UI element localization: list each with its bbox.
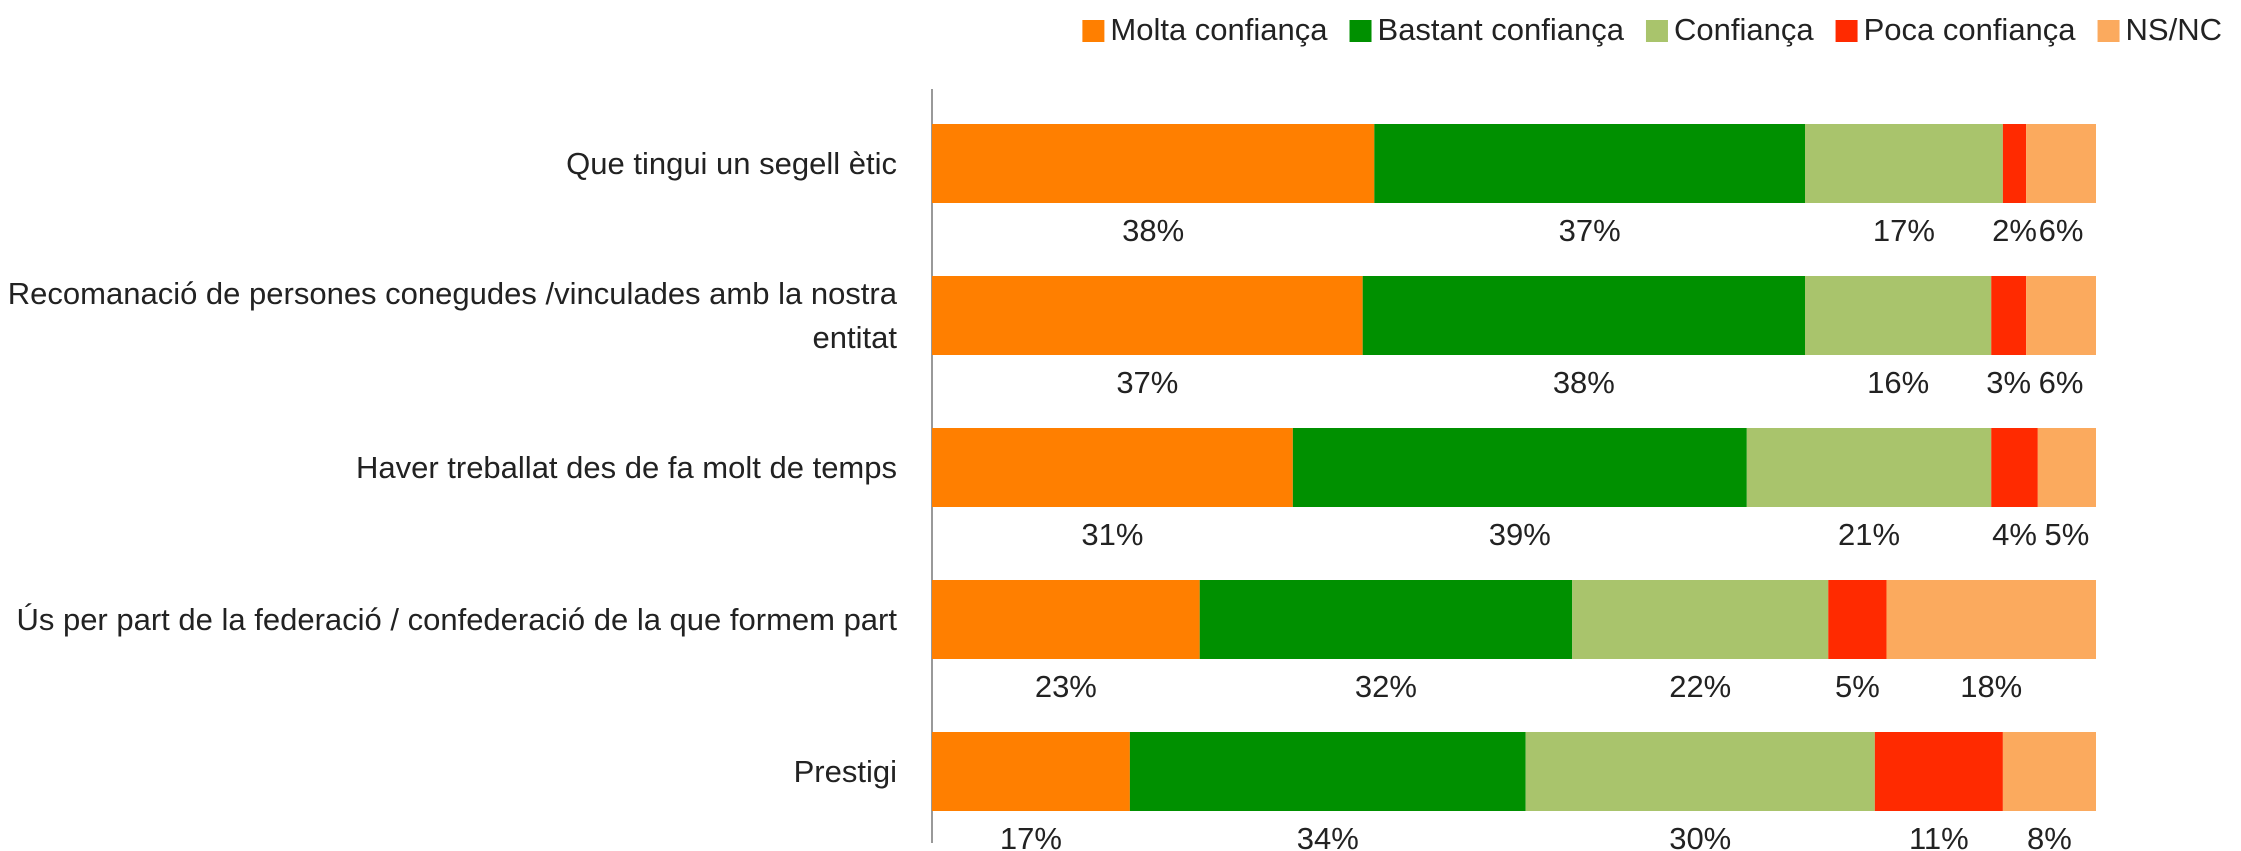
bar-segment xyxy=(1199,580,1573,659)
data-label: 4% xyxy=(1992,517,2037,552)
bar-segment xyxy=(2002,124,2027,203)
legend-item: Bastant confiança xyxy=(1349,12,1625,47)
legend-label: Confiança xyxy=(1674,12,1814,47)
data-label: 38% xyxy=(1122,213,1184,248)
data-label: 2% xyxy=(1992,213,2037,248)
bar-segment xyxy=(1828,580,1887,659)
data-label: 37% xyxy=(1559,213,1621,248)
legend-item: Confiança xyxy=(1645,12,1814,47)
category-label-box: Recomanació de persones conegudes /vincu… xyxy=(7,275,897,355)
data-label: 37% xyxy=(1116,365,1178,400)
bar-segment xyxy=(1572,580,1829,659)
data-label: 39% xyxy=(1489,517,1551,552)
bar-segment xyxy=(1362,276,1805,355)
data-label: 6% xyxy=(2039,213,2084,248)
legend-item: NS/NC xyxy=(2097,12,2222,47)
data-label: 18% xyxy=(1960,669,2022,704)
category-label-box: Que tingui un segell ètic xyxy=(566,145,897,181)
bar-segment xyxy=(2026,124,2096,203)
category-label-box: Haver treballat des de fa molt de temps xyxy=(355,449,897,485)
category-label-box: Prestigi xyxy=(793,753,897,789)
data-label: 8% xyxy=(2027,821,2072,851)
bar-segment xyxy=(932,124,1375,203)
legend-label: Molta confiança xyxy=(1110,12,1328,47)
data-label: 38% xyxy=(1553,365,1615,400)
bar-segment xyxy=(932,428,1293,507)
bar-segment xyxy=(1991,276,2027,355)
data-label: 23% xyxy=(1035,669,1097,704)
category-label-box: Ús per part de la federació / confederac… xyxy=(16,601,897,637)
legend-swatch xyxy=(2097,20,2120,42)
data-label: 22% xyxy=(1669,669,1731,704)
bar-segment xyxy=(1805,124,2003,203)
bar-segment xyxy=(1746,428,1992,507)
bar-segment xyxy=(1991,428,2038,507)
data-label: 34% xyxy=(1297,821,1359,851)
bar-segment xyxy=(1525,732,1875,811)
data-label: 21% xyxy=(1838,517,1900,552)
legend-swatch xyxy=(1835,20,1858,42)
data-label: 5% xyxy=(2044,517,2089,552)
category-label: Haver treballat des de fa molt de temps xyxy=(355,449,897,485)
data-label: 5% xyxy=(1835,669,1880,704)
bar-segment xyxy=(1886,580,2096,659)
bar-segment xyxy=(1374,124,1805,203)
bar-segment xyxy=(2037,428,2096,507)
bar-segment xyxy=(1292,428,1747,507)
bar-segment xyxy=(932,732,1130,811)
bar-segment xyxy=(1805,276,1992,355)
data-label: 16% xyxy=(1867,365,1929,400)
bar-segment xyxy=(1874,732,2003,811)
data-label: 6% xyxy=(2039,365,2084,400)
legend-label: Bastant confiança xyxy=(1378,12,1625,47)
legend-label: Poca confiança xyxy=(1864,12,2077,47)
data-label: 11% xyxy=(1909,821,1969,851)
data-label: 17% xyxy=(1000,821,1062,851)
category-label: Ús per part de la federació / confederac… xyxy=(16,601,897,637)
bar-segment xyxy=(2002,732,2096,811)
legend-swatch xyxy=(1082,20,1105,42)
legend-item: Molta confiança xyxy=(1082,12,1328,47)
legend-label: NS/NC xyxy=(2126,12,2222,47)
legend-item: Poca confiança xyxy=(1835,12,2077,47)
category-label: Recomanació de persones conegudes /vincu… xyxy=(7,275,897,355)
bar-segment xyxy=(1129,732,1526,811)
data-label: 32% xyxy=(1355,669,1417,704)
bar-segment xyxy=(932,276,1363,355)
legend-swatch xyxy=(1645,20,1668,42)
bar-segment xyxy=(2026,276,2096,355)
data-label: 30% xyxy=(1669,821,1731,851)
category-label: Que tingui un segell ètic xyxy=(566,145,897,181)
bar-segment xyxy=(932,580,1200,659)
data-label: 3% xyxy=(1986,365,2031,400)
category-label: Prestigi xyxy=(793,753,897,789)
legend-swatch xyxy=(1349,20,1372,42)
data-label: 31% xyxy=(1081,517,1143,552)
data-label: 17% xyxy=(1873,213,1935,248)
